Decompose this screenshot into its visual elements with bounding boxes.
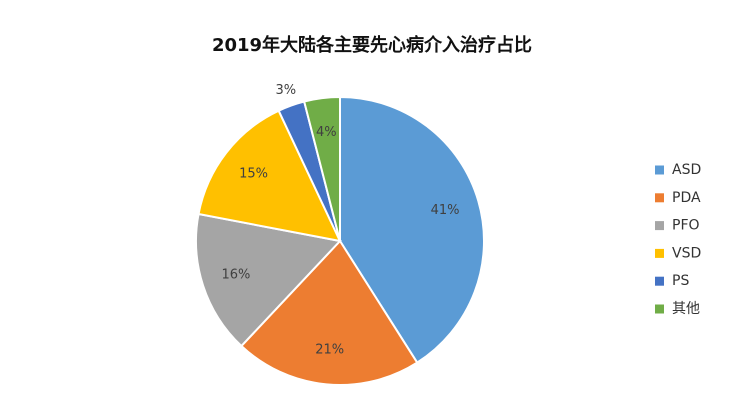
data-label: 21%	[315, 342, 344, 357]
pie-slice	[240, 239, 419, 386]
pie-slice	[195, 212, 342, 348]
legend-swatch	[655, 221, 664, 231]
legend-swatch	[655, 304, 664, 314]
data-label: 41%	[431, 203, 460, 218]
legend-text: VSD	[672, 245, 701, 261]
chart-title: 2019年大陆各主要先心病介入治疗占比	[212, 34, 532, 56]
legend-text: 其他	[672, 301, 700, 317]
legend-swatch	[655, 248, 664, 258]
legend-text: PFO	[672, 218, 700, 234]
pie-slice	[302, 95, 341, 242]
legend-swatch	[655, 276, 664, 286]
legend-text: PDA	[672, 190, 701, 206]
legend-swatch	[655, 165, 664, 175]
data-label: 16%	[221, 267, 250, 282]
data-label: 15%	[239, 166, 268, 181]
pie-slice	[197, 109, 342, 243]
data-label: 4%	[316, 125, 337, 140]
data-label: 3%	[275, 83, 296, 98]
legend-text: ASD	[672, 162, 701, 178]
legend-swatch	[655, 193, 664, 203]
legend-text: PS	[672, 273, 689, 289]
